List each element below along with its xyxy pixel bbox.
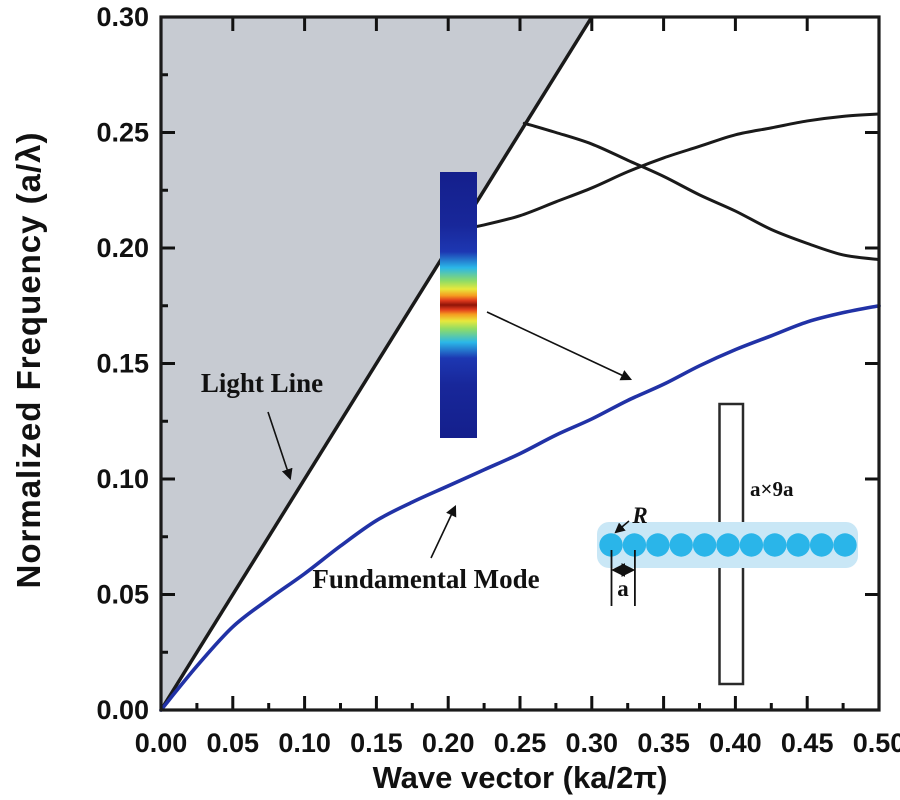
- light-line-annotation: Light Line: [201, 368, 323, 481]
- x-tick-label: 0.30: [566, 728, 619, 758]
- plot-frame-rect: [159, 15, 881, 712]
- y-tick-label: 0.10: [96, 464, 149, 494]
- light-line-arrow: [267, 411, 293, 481]
- x-tick-label: 0.40: [709, 728, 762, 758]
- tick-labels: 0.00 0.05 0.10 0.15 0.20 0.25 0.30 0.35 0.40 0.45…: [96, 2, 900, 758]
- fundamental-mode-curve: [159, 303, 881, 712]
- nanoparticle-circle: [833, 533, 857, 557]
- x-axis-title: Wave vector (ka/2π): [373, 760, 668, 795]
- nanoparticle-circle: [692, 533, 717, 557]
- nanoparticle-circle: [716, 533, 740, 557]
- x-tick-label: 0.20: [422, 728, 475, 758]
- particle-radius-label: R: [631, 503, 647, 528]
- nanoparticle-chain: [599, 533, 857, 557]
- light-line-label: Light Line: [201, 368, 323, 398]
- x-tick-label: 0.00: [135, 728, 188, 758]
- nanoparticle-circle: [763, 533, 787, 557]
- fundamental-mode-annotation: Fundamental Mode: [312, 504, 540, 594]
- x-tick-label: 0.25: [494, 728, 547, 758]
- upper-band-falling-curve: [522, 121, 881, 262]
- period-dimension: a: [610, 550, 636, 606]
- plot-frame: [159, 15, 881, 712]
- field-profile-inset: [440, 172, 633, 438]
- y-tick-label: 0.00: [96, 695, 149, 725]
- fundamental-mode-arrow: [430, 504, 457, 559]
- field-profile-image: [440, 172, 477, 438]
- x-tick-label: 0.50: [853, 728, 900, 758]
- light-line: [159, 16, 594, 711]
- nanoparticle-circle: [786, 533, 810, 557]
- field-profile-arrow: [486, 311, 633, 381]
- nanoparticle-circle: [646, 533, 670, 557]
- nanoparticle-circle: [669, 533, 693, 557]
- x-tick-label: 0.15: [350, 728, 403, 758]
- y-tick-label: 0.30: [96, 2, 149, 32]
- y-tick-label: 0.15: [96, 349, 149, 379]
- x-tick-label: 0.05: [207, 728, 260, 758]
- radius-pointer-arrow: [614, 520, 630, 534]
- x-tick-label: 0.45: [781, 728, 834, 758]
- nanoparticle-circle: [809, 533, 834, 557]
- nanoparticle-circle: [622, 533, 647, 557]
- supercell-size-label: a×9a: [750, 477, 794, 501]
- x-tick-label: 0.10: [278, 728, 331, 758]
- nanoparticle-circle: [739, 533, 764, 557]
- nanoparticle-circle: [599, 533, 623, 557]
- y-tick-label: 0.25: [96, 118, 149, 148]
- dispersion-curves: [159, 16, 881, 712]
- x-tick-label: 0.35: [637, 728, 690, 758]
- lattice-period-label: a: [617, 576, 629, 601]
- fundamental-mode-label: Fundamental Mode: [312, 564, 539, 594]
- upper-band-rising-curve: [458, 112, 881, 232]
- y-axis-title: Normalized Frequency (a/λ): [10, 132, 47, 589]
- y-tick-label: 0.05: [96, 580, 149, 610]
- y-tick-label: 0.20: [96, 233, 149, 263]
- waveguide-schematic: a×9a R a: [597, 402, 858, 686]
